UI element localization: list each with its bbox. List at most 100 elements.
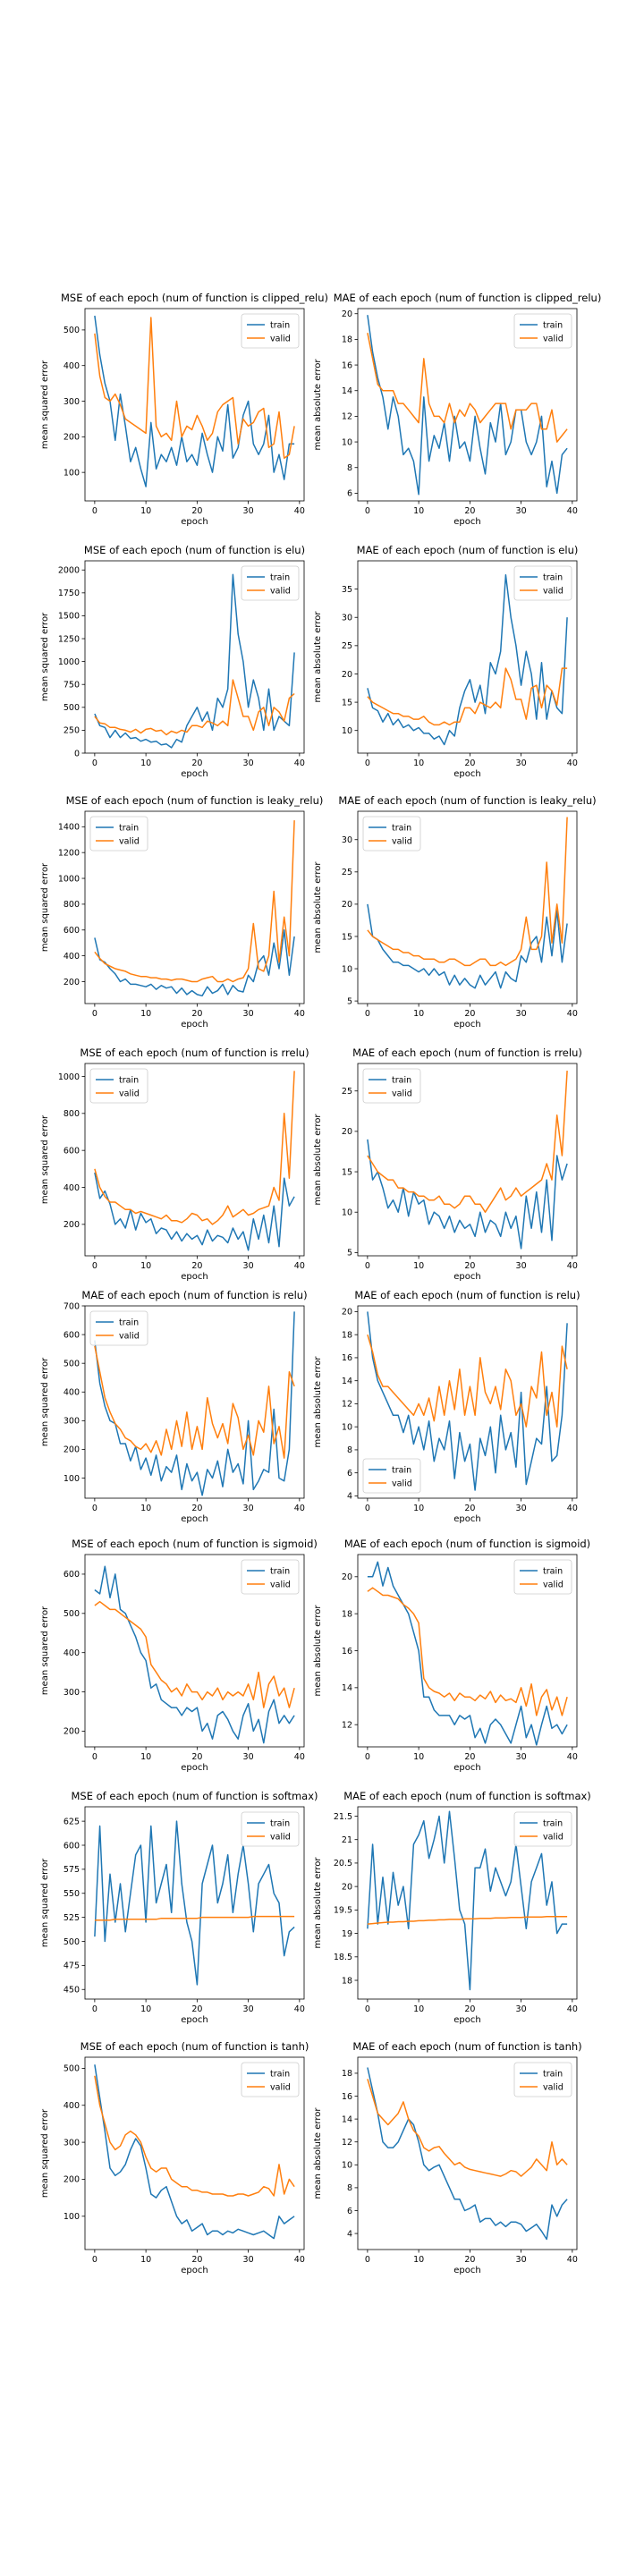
x-axis-label: epoch (181, 2015, 208, 2025)
legend-box (362, 816, 421, 852)
y-tick-label: 18 (342, 1976, 352, 1986)
x-tick-label: 30 (516, 1504, 527, 1513)
x-tick-label: 30 (243, 2255, 254, 2265)
x-tick-label: 10 (413, 2004, 424, 2014)
y-tick-label: 14 (342, 386, 352, 396)
y-tick-label: 20 (342, 670, 352, 680)
x-tick-label: 20 (464, 2004, 475, 2014)
x-tick-label: 20 (191, 1752, 202, 1762)
chart-title: MAE of each epoch (num of function is rr… (352, 1046, 582, 1059)
y-tick-label: 300 (64, 1688, 80, 1698)
y-tick-label: 8 (347, 2183, 352, 2193)
chart-panel: MAE of each epoch (num of function is re… (313, 1289, 580, 1524)
y-tick-label: 10 (342, 1208, 352, 1218)
y-tick-label: 500 (64, 1359, 80, 1368)
x-tick-label: 0 (92, 1261, 97, 1271)
x-tick-label: 10 (413, 1261, 424, 1271)
y-tick-label: 12 (342, 1400, 352, 1410)
series-line-valid (367, 2079, 568, 2177)
legend-label-valid: valid (392, 1089, 412, 1099)
x-tick-label: 0 (92, 2004, 97, 2014)
x-tick-label: 30 (516, 758, 527, 768)
x-tick-label: 30 (243, 1009, 254, 1019)
x-tick-label: 0 (365, 2004, 370, 2014)
x-tick-label: 30 (516, 2004, 527, 2014)
y-tick-label: 1000 (58, 874, 80, 884)
series-line-valid (367, 1915, 568, 1925)
legend-label-valid: valid (543, 587, 564, 597)
legend-box (241, 2062, 300, 2097)
y-tick-label: 600 (64, 1841, 80, 1851)
x-tick-label: 0 (365, 2255, 370, 2265)
x-axis-label: epoch (181, 2266, 208, 2275)
series-line-valid (94, 1345, 295, 1459)
chart-title: MSE of each epoch (num of function is rr… (80, 1046, 309, 1059)
x-tick-label: 10 (140, 1752, 151, 1762)
chart-title: MSE of each epoch (num of function is ta… (80, 2040, 309, 2053)
series-line-valid (94, 1915, 295, 1921)
x-axis-label: epoch (453, 2266, 480, 2275)
y-tick-label: 10 (342, 437, 352, 447)
x-tick-label: 10 (140, 1504, 151, 1513)
series-line-train (94, 1311, 295, 1496)
series-line-train (367, 315, 568, 496)
x-axis-label: epoch (453, 517, 480, 527)
y-axis-label: mean absolute error (313, 1356, 323, 1448)
y-tick-label: 18 (342, 335, 352, 345)
y-tick-label: 20 (342, 1882, 352, 1892)
chart-title: MAE of each epoch (num of function is el… (357, 544, 579, 556)
y-tick-label: 6 (347, 2207, 352, 2216)
legend-label-train: train (543, 2070, 563, 2080)
y-tick-label: 10 (342, 964, 352, 974)
x-tick-label: 20 (191, 2255, 202, 2265)
y-axis-label: mean absolute error (313, 359, 323, 451)
series-line-train (94, 929, 295, 997)
y-axis-label: mean squared error (40, 612, 50, 701)
x-tick-label: 20 (464, 758, 475, 768)
x-tick-label: 40 (294, 1009, 305, 1019)
chart-title: MAE of each epoch (num of function is ta… (352, 2040, 581, 2053)
x-tick-label: 0 (365, 1504, 370, 1513)
y-tick-label: 12 (342, 2138, 352, 2148)
x-tick-label: 10 (140, 1009, 151, 1019)
y-tick-label: 500 (64, 1937, 80, 1947)
x-tick-label: 20 (464, 2255, 475, 2265)
series-line-valid (94, 820, 295, 983)
y-tick-label: 700 (64, 1301, 80, 1311)
legend-label-train: train (543, 1819, 563, 1829)
y-tick-label: 10 (342, 726, 352, 736)
x-tick-label: 20 (464, 1009, 475, 1019)
y-axis-label: mean absolute error (313, 611, 323, 703)
series-line-train (367, 903, 568, 989)
axes-frame (84, 810, 305, 1004)
y-tick-label: 400 (64, 361, 80, 371)
x-axis-label: epoch (181, 1020, 208, 1030)
y-tick-label: 500 (64, 703, 80, 713)
y-tick-label: 16 (342, 1647, 352, 1657)
x-tick-label: 40 (294, 1261, 305, 1271)
series-line-valid (367, 667, 568, 726)
legend-label-train: train (392, 824, 411, 834)
y-tick-label: 21.5 (334, 1812, 352, 1822)
series-line-valid (94, 2075, 295, 2197)
y-tick-label: 400 (64, 1183, 80, 1193)
y-tick-label: 250 (64, 726, 80, 736)
chart-title: MSE of each epoch (num of function is so… (71, 1790, 318, 1802)
y-tick-label: 100 (64, 1474, 80, 1484)
x-tick-label: 40 (567, 758, 578, 768)
chart-panel: MSE of each epoch (num of function is ta… (40, 2040, 309, 2275)
legend-label-valid: valid (270, 335, 291, 344)
y-tick-label: 8 (347, 1445, 352, 1455)
legend: train valid (241, 2062, 300, 2097)
series-line-train (367, 1139, 568, 1250)
chart-title: MAE of each epoch (num of function is si… (344, 1538, 590, 1550)
x-tick-label: 30 (516, 506, 527, 516)
legend-label-valid: valid (119, 1089, 140, 1099)
x-tick-label: 0 (92, 1009, 97, 1019)
y-tick-label: 200 (64, 2175, 80, 2185)
y-tick-label: 500 (64, 2064, 80, 2074)
series-line-train (94, 1172, 295, 1251)
axes-frame (357, 2056, 578, 2250)
legend-label-valid: valid (119, 1332, 140, 1342)
y-tick-label: 25 (342, 1087, 352, 1097)
